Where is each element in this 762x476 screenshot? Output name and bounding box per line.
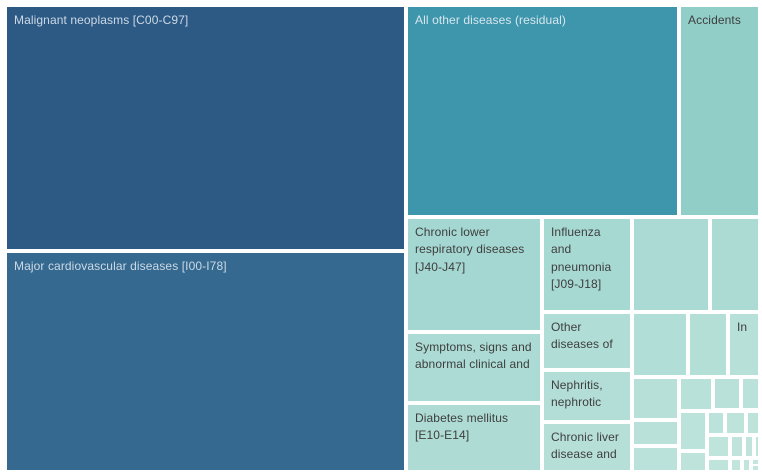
cell-label: Chronic lower respiratory diseases [J40-… [415,225,525,274]
cell-in-truncated[interactable]: In [730,314,758,375]
cell-unlabeled[interactable] [732,460,740,470]
cell-unlabeled[interactable] [748,413,758,433]
cell-unlabeled[interactable] [744,460,749,470]
cell-unlabeled[interactable] [743,379,758,408]
cell-unlabeled[interactable] [690,314,726,375]
cell-unlabeled[interactable] [709,413,723,433]
cell-chronic-liver-disease[interactable]: Chronic liver disease and [544,424,630,470]
cell-unlabeled[interactable] [715,379,739,408]
cell-unlabeled[interactable] [634,379,677,418]
cell-unlabeled[interactable] [681,413,705,449]
cell-label: Influenza and pneumonia [J09-J18] [551,225,612,292]
cell-label: Nephritis, nephrotic [551,378,603,410]
cell-unlabeled[interactable] [712,219,758,310]
cell-label: Accidents [688,13,741,27]
cell-unlabeled[interactable] [746,437,752,456]
cell-unlabeled[interactable] [634,219,708,310]
cell-label: Major cardiovascular diseases [I00-I78] [14,259,227,273]
cell-label: Chronic liver disease and [551,430,619,462]
cell-unlabeled[interactable] [681,453,705,470]
cell-influenza-pneumonia[interactable]: Influenza and pneumonia [J09-J18] [544,219,630,310]
cell-all-other-diseases[interactable]: All other diseases (residual) [408,7,677,215]
cell-unlabeled[interactable] [753,460,758,464]
cell-label: In [737,320,748,334]
cell-major-cardiovascular[interactable]: Major cardiovascular diseases [I00-I78] [7,253,404,470]
cell-unlabeled[interactable] [732,437,742,456]
cell-unlabeled[interactable] [634,422,677,444]
cell-nephritis[interactable]: Nephritis, nephrotic [544,372,630,420]
cell-unlabeled[interactable] [634,314,686,375]
cell-label: Symptoms, signs and abnormal clinical an… [415,340,532,372]
cell-unlabeled[interactable] [709,437,728,456]
cell-malignant-neoplasms[interactable]: Malignant neoplasms [C00-C97] [7,7,404,249]
cell-symptoms-signs[interactable]: Symptoms, signs and abnormal clinical an… [408,334,540,401]
cell-unlabeled[interactable] [727,413,744,433]
cell-label: Diabetes mellitus [E10-E14] [415,411,509,443]
cell-unlabeled[interactable] [709,460,728,470]
cell-label: All other diseases (residual) [415,13,566,27]
cell-unlabeled[interactable] [681,379,711,409]
cell-unlabeled[interactable] [634,448,677,470]
cell-other-diseases-of[interactable]: Other diseases of [544,314,630,368]
cell-label: Other diseases of [551,320,613,352]
cell-unlabeled[interactable] [756,437,758,456]
cell-unlabeled[interactable] [753,466,758,470]
cell-accidents[interactable]: Accidents [681,7,758,215]
cell-label: Malignant neoplasms [C00-C97] [14,13,189,27]
cell-diabetes-mellitus[interactable]: Diabetes mellitus [E10-E14] [408,405,540,470]
cell-chronic-lower-respiratory[interactable]: Chronic lower respiratory diseases [J40-… [408,219,540,330]
